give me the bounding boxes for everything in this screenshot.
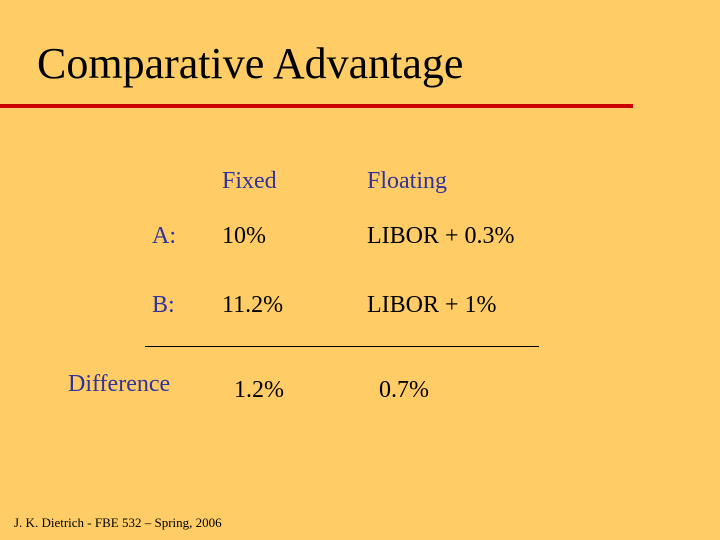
header-fixed: Fixed (222, 168, 277, 194)
table-divider (145, 346, 539, 347)
difference-fixed: 1.2% (234, 377, 284, 403)
footer-credit: J. K. Dietrich - FBE 532 – Spring, 2006 (14, 515, 222, 530)
row-a-fixed: 10% (222, 223, 266, 249)
difference-floating: 0.7% (379, 377, 429, 403)
row-a-floating: LIBOR + 0.3% (367, 223, 515, 249)
row-b-fixed: 11.2% (222, 292, 284, 318)
title-underline (0, 104, 633, 108)
row-a-label: A: (152, 223, 176, 249)
slide-title: Comparative Advantage (37, 39, 464, 88)
row-b-label: B: (152, 292, 175, 318)
header-floating: Floating (367, 168, 448, 194)
difference-label: Difference (68, 371, 171, 397)
row-b-floating: LIBOR + 1% (367, 292, 497, 318)
